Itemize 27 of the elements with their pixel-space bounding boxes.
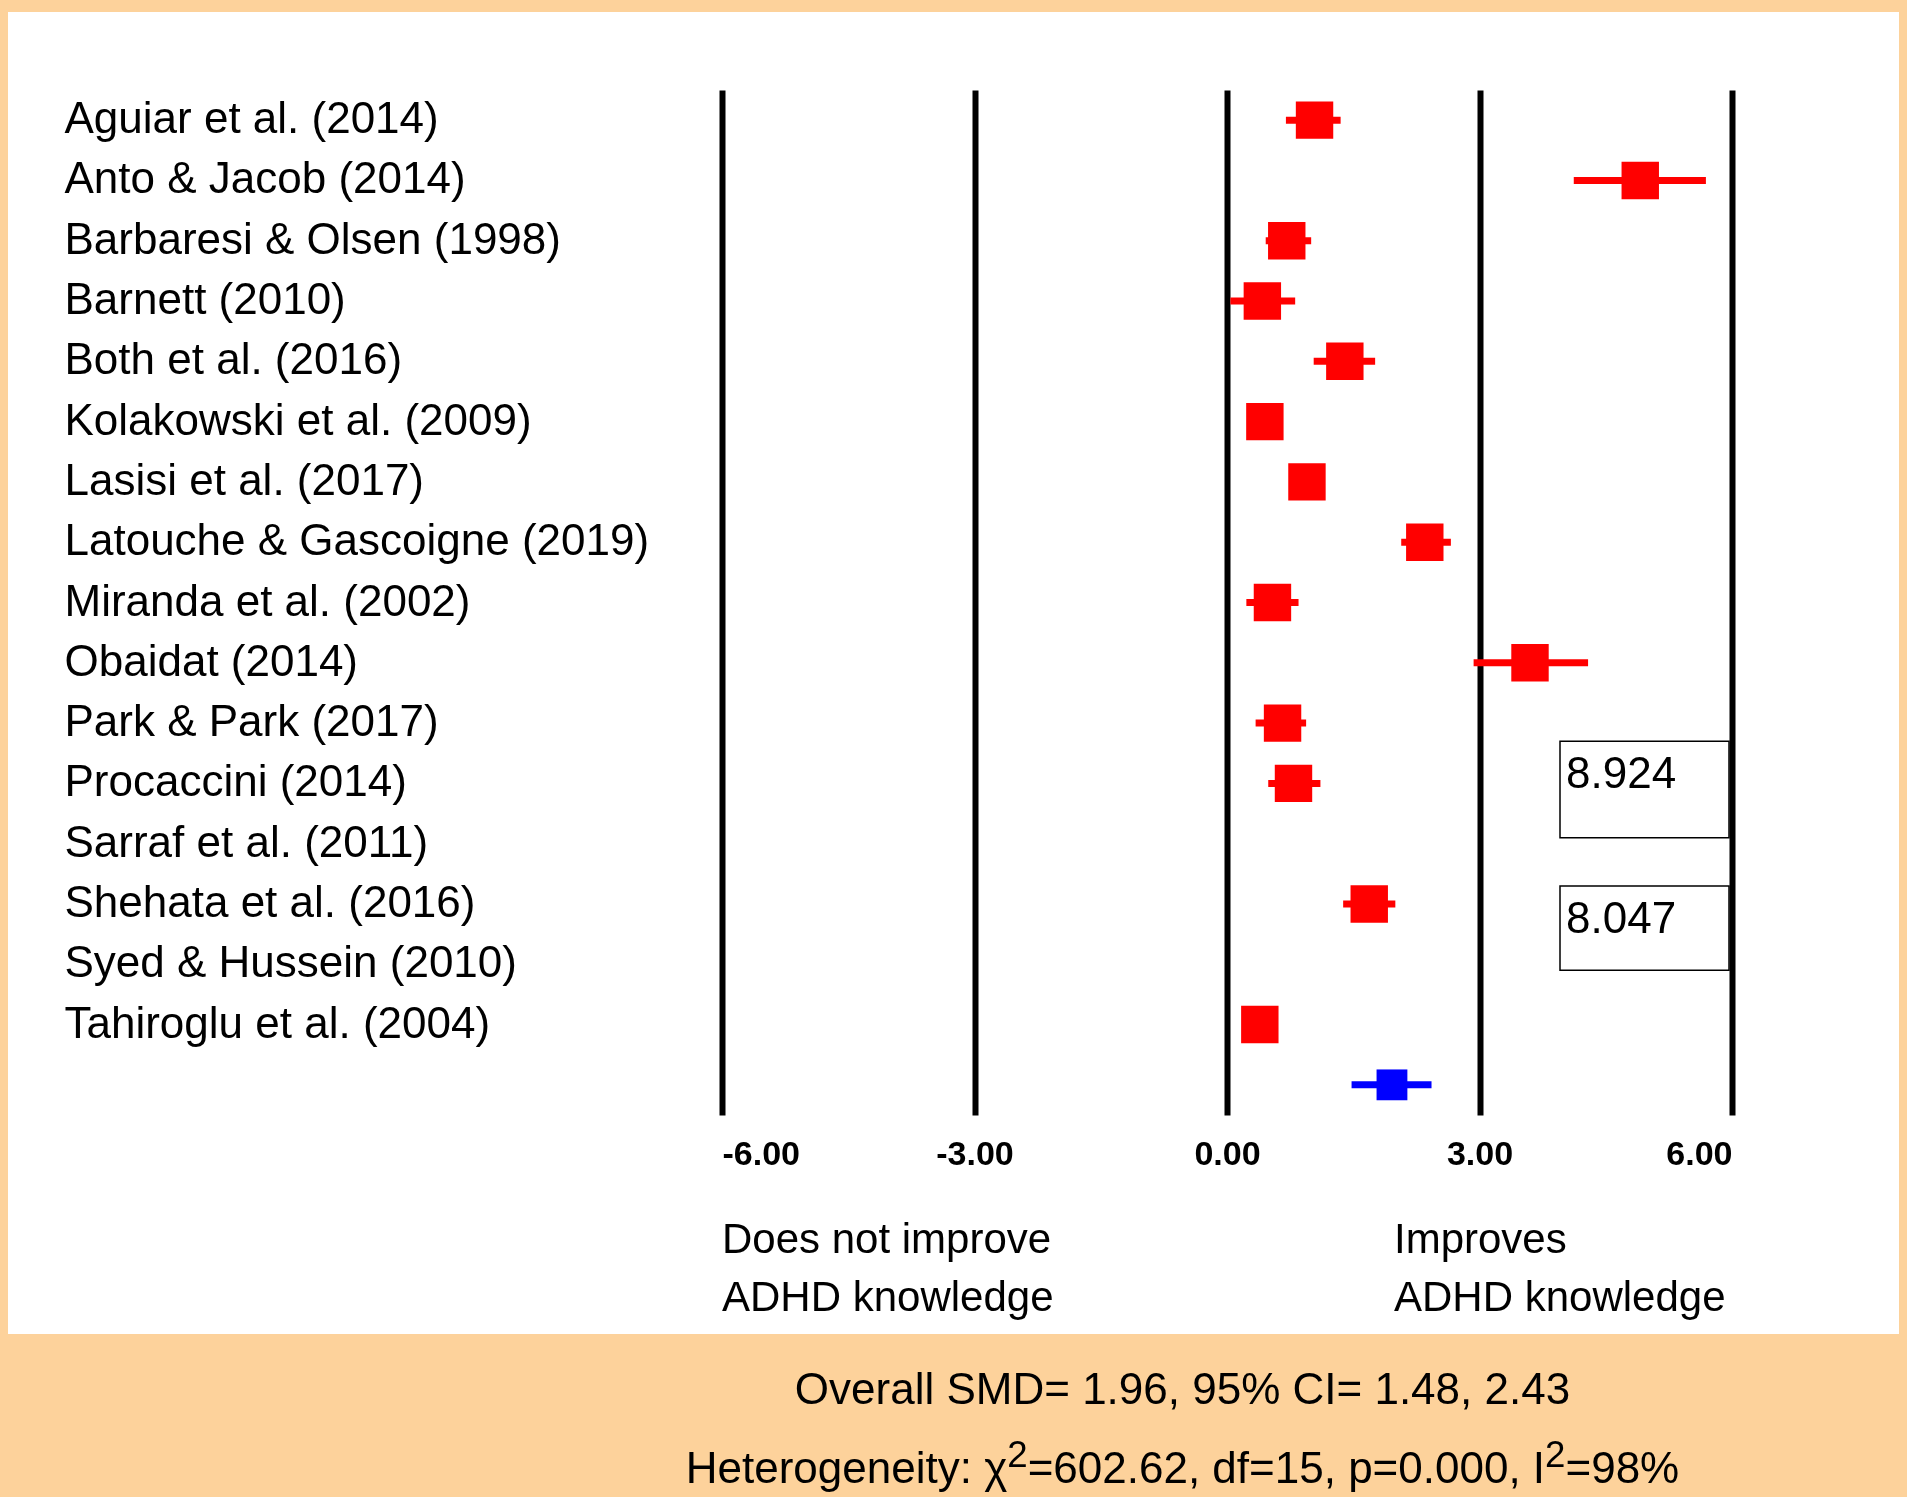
y-tick-label: Sarraf et al. (2011) <box>64 816 429 866</box>
y-tick-label: Obaidat (2014) <box>64 635 359 685</box>
x-tick-label: 3.00 <box>1446 1133 1514 1172</box>
y-tick-label: Aguiar et al. (2014) <box>64 93 439 143</box>
text: Improves ADHD knowledge <box>1394 1215 1726 1320</box>
y-tick-label: Miranda et al. (2002) <box>64 575 471 625</box>
y-tick-label: Barnett (2010) <box>64 274 346 324</box>
x-tick-label: 0.00 <box>1194 1133 1261 1172</box>
y-tick-label: Kolakowski et al. (2009) <box>64 394 532 444</box>
y-tick-label: Both et al. (2016) <box>64 334 403 384</box>
text: Does not improve ADHD knowledge <box>722 1215 1054 1320</box>
y-tick-label: Barbaresi & Olsen (1998) <box>64 213 561 263</box>
y-tick-label: Lasisi et al. (2017) <box>64 454 425 504</box>
y-tick-label: Park & Park (2017) <box>64 696 439 746</box>
annotation: 8.047 <box>1566 892 1677 942</box>
y-tick-label: Procaccini (2014) <box>64 756 407 806</box>
y-tick-label: Latouche & Gascoigne (2019) <box>64 515 650 565</box>
annotation: 8.924 <box>1566 748 1677 798</box>
y-tick-label: Shehata et al. (2016) <box>64 876 476 926</box>
text: Heterogeneity: χ$^{2}$=602.62, df=15, p=0.000, I$^{2}$=98% <box>684 1433 1681 1494</box>
x-tick-label: -3.00 <box>936 1133 1014 1172</box>
text: Overall SMD= 1.96, 95% CI= 1.48, 2.43 <box>793 1363 1572 1415</box>
x-tick-label: 6.00 <box>1666 1133 1733 1172</box>
y-tick-label: Syed & Hussein (2010) <box>64 937 517 987</box>
y-tick-label: Tahiroglu et al. (2004) <box>64 997 491 1047</box>
y-tick-label: Anto & Jacob (2014) <box>64 153 466 203</box>
x-tick-label: -6.00 <box>722 1133 800 1172</box>
